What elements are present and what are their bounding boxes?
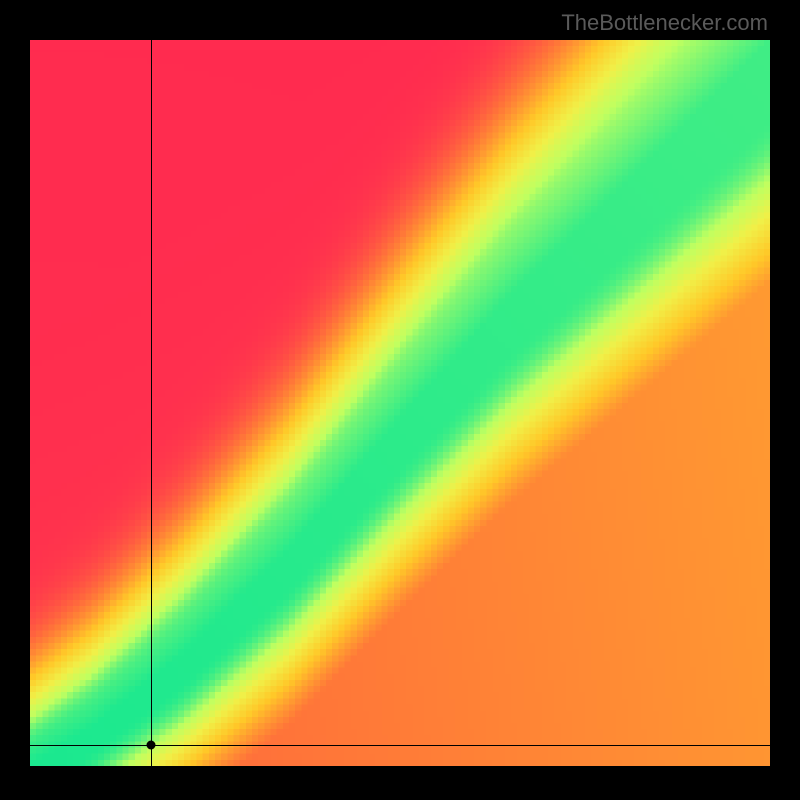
crosshair-vertical [151, 40, 152, 766]
crosshair-horizontal [30, 745, 770, 746]
heatmap-canvas [30, 40, 770, 766]
heatmap-plot [30, 40, 770, 766]
watermark: TheBottlenecker.com [561, 10, 768, 36]
crosshair-marker-dot [147, 740, 156, 749]
